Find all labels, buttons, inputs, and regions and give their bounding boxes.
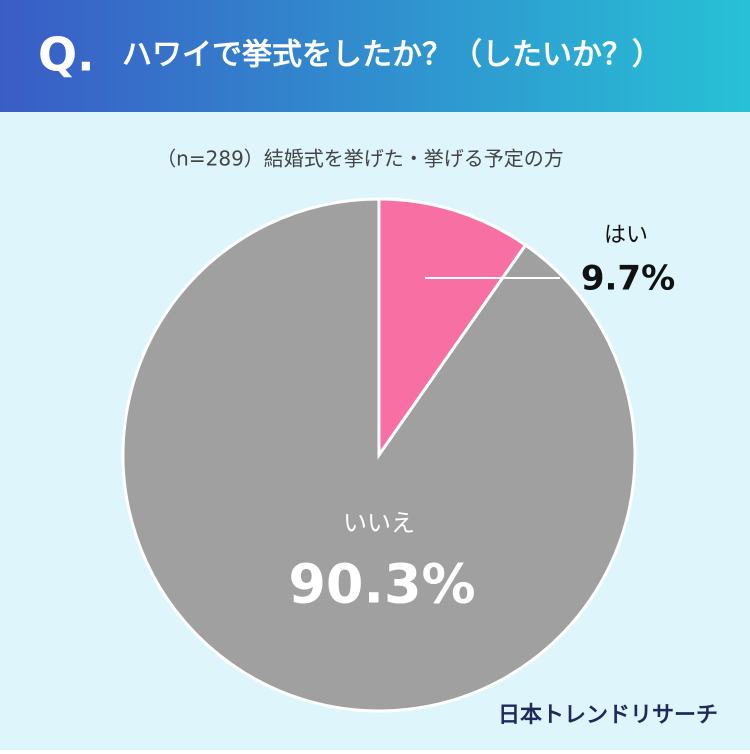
- pie-slice: [121, 197, 637, 713]
- header-title: ハワイで挙式をしたか？（したいか？）: [122, 38, 662, 73]
- chart-subtitle: （n=289）結婚式を挙げた・挙げる予定の方: [156, 147, 564, 171]
- pie: [121, 197, 637, 713]
- value-label: 90.3%: [288, 553, 475, 616]
- value-label: 9.7%: [581, 259, 675, 299]
- brand: 日本トレンドリサーチ: [498, 703, 718, 728]
- slice-label: はい: [604, 223, 648, 248]
- header-bar: [0, 0, 750, 112]
- pie-slice: [377, 197, 528, 460]
- question-mark: Q.: [38, 28, 95, 82]
- slice-label: いいえ: [343, 509, 415, 537]
